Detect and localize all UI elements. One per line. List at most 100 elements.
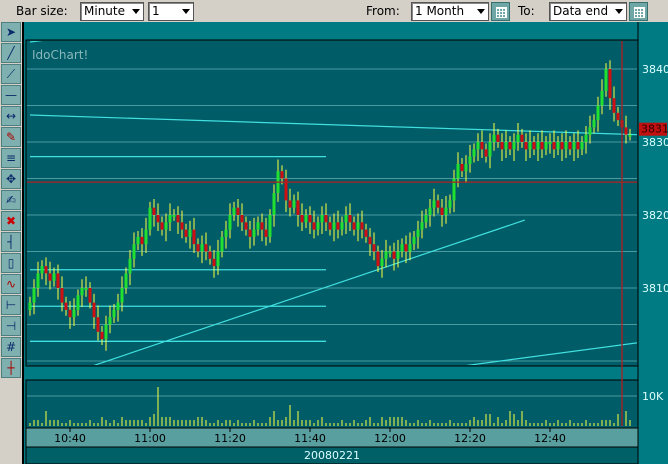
candle-body: [400, 244, 404, 252]
candle-body: [124, 273, 128, 288]
candle-body: [456, 163, 460, 179]
candle-body: [136, 236, 140, 245]
candle-body: [224, 229, 228, 237]
edit-icon[interactable]: ✍: [1, 190, 21, 210]
current-price-badge: [639, 122, 667, 136]
volume-plot-area: [25, 379, 639, 429]
candle-body: [144, 229, 148, 245]
date-label: 20080221: [304, 449, 360, 462]
chevron-down-icon: [615, 9, 623, 14]
candle-body: [608, 69, 612, 99]
candle-body: [552, 142, 556, 150]
candle-body: [568, 142, 572, 150]
pointer-icon[interactable]: ➤: [1, 22, 21, 42]
candle-body: [468, 156, 472, 164]
candle-body: [68, 309, 72, 318]
candle-body: [304, 215, 308, 223]
candle-body: [308, 215, 312, 223]
chevron-down-icon: [132, 9, 140, 14]
candle-body: [288, 200, 292, 208]
drawing-toolbar: ➤ ╱ ⟋ — ↔ ✎ ≡ ✥ ✍ ✖ ┤ ▯ ∿ ⊢ ⊣ # ┼: [0, 22, 22, 464]
candle-body: [152, 207, 156, 215]
candle-body: [180, 222, 184, 230]
candle-body: [480, 142, 484, 150]
horizontal-line-icon[interactable]: —: [1, 85, 21, 105]
candle-body: [616, 112, 620, 121]
candle-body: [604, 69, 608, 91]
candle-body: [204, 244, 208, 252]
candle-body: [512, 142, 516, 150]
candle-body: [172, 215, 176, 217]
time-tick: 10:40: [54, 432, 86, 445]
segment-icon[interactable]: ⟋: [1, 64, 21, 84]
candle-body: [40, 266, 44, 274]
bar-chart-icon[interactable]: ┤: [1, 232, 21, 252]
bar-count-value: 1: [152, 4, 160, 18]
candle-body: [272, 193, 276, 215]
candle-body: [44, 266, 48, 274]
time-tick: 11:20: [214, 432, 246, 445]
grid-icon[interactable]: #: [1, 337, 21, 357]
candle-body: [108, 317, 112, 325]
measure-icon[interactable]: ↔: [1, 106, 21, 126]
left-scale-icon[interactable]: ⊢: [1, 295, 21, 315]
delete-icon[interactable]: ✖: [1, 211, 21, 231]
candle-body: [328, 222, 332, 230]
candle-body: [148, 207, 152, 230]
line-chart-icon[interactable]: ∿: [1, 274, 21, 294]
pencil-icon[interactable]: ✎: [1, 127, 21, 147]
candle-body: [340, 222, 344, 230]
candle-body: [508, 142, 512, 150]
chart-canvas[interactable]: IdoChart! 3840 3830 3820 3810 3831 10K 10:40 11:…: [24, 22, 668, 464]
trendline-drawing: [29, 114, 637, 136]
to-label: To:: [518, 4, 535, 18]
bar-count-select[interactable]: 1: [148, 2, 194, 21]
candle-body: [576, 142, 580, 150]
candle-body: [332, 222, 336, 230]
from-select[interactable]: 1 Month: [411, 2, 489, 21]
candle-body: [352, 222, 356, 230]
from-label: From:: [366, 4, 400, 18]
candle-body: [504, 142, 508, 150]
trendline-drawing: [465, 342, 637, 365]
candle-body: [360, 222, 364, 230]
fibonacci-icon[interactable]: ≡: [1, 148, 21, 168]
crosshair-icon[interactable]: ┼: [1, 358, 21, 378]
candle-body: [216, 251, 220, 267]
bar-size-select[interactable]: Minute: [80, 2, 144, 21]
candle-body: [572, 142, 576, 150]
candle-body: [424, 215, 428, 223]
candlestick-icon[interactable]: ▯: [1, 253, 21, 273]
candle-body: [520, 134, 524, 142]
candle-body: [492, 134, 496, 142]
candle-body: [236, 207, 240, 215]
candle-body: [532, 142, 536, 150]
candle-body: [528, 142, 532, 150]
to-calendar-icon[interactable]: [629, 2, 648, 21]
candle-body: [296, 200, 300, 215]
candle-body: [208, 251, 212, 259]
right-scale-icon[interactable]: ⊣: [1, 316, 21, 336]
from-value: 1 Month: [415, 4, 465, 18]
candle-body: [452, 178, 456, 201]
candle-body: [488, 142, 492, 157]
candle-body: [344, 215, 348, 223]
candle-body: [60, 288, 64, 303]
candle-body: [268, 215, 272, 237]
trendline-icon[interactable]: ╱: [1, 43, 21, 63]
candle-body: [524, 142, 528, 150]
to-select[interactable]: Data end: [549, 2, 627, 21]
candle-body: [356, 222, 360, 230]
time-tick: 12:40: [534, 432, 566, 445]
chart-panel[interactable]: IdoChart! 3840 3830 3820 3810 3831 10K 10:40 11:…: [22, 22, 668, 464]
price-tick: 3820: [642, 209, 668, 222]
from-calendar-icon[interactable]: [491, 2, 510, 21]
candle-body: [472, 149, 476, 157]
candle-body: [324, 215, 328, 223]
candle-body: [460, 163, 464, 172]
candle-body: [100, 331, 104, 340]
candle-body: [184, 229, 188, 237]
move-icon[interactable]: ✥: [1, 169, 21, 189]
candle-body: [544, 142, 548, 150]
price-tick: 3810: [642, 282, 668, 295]
